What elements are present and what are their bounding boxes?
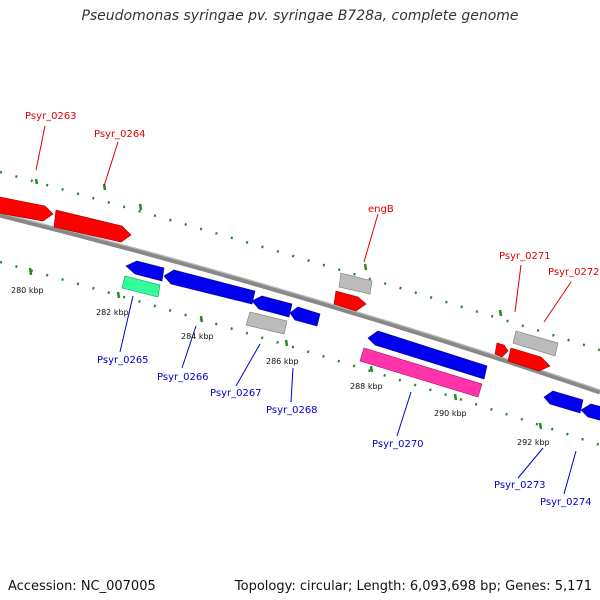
gene-psyr-0272-b[interactable] <box>507 347 551 372</box>
gene-psyr-0266[interactable] <box>163 269 256 305</box>
gene-engb-reverse[interactable] <box>338 272 373 295</box>
label-psyr-0272[interactable]: Psyr_0272 <box>548 267 600 278</box>
forward-genes <box>0 196 559 372</box>
scale-label-288: 288 kbp <box>350 382 383 391</box>
scale-label-286: 286 kbp <box>266 357 299 366</box>
label-psyr-0267[interactable]: Psyr_0267 <box>210 388 262 399</box>
gene-psyr-0267-a[interactable] <box>251 295 293 318</box>
scale-label-290: 290 kbp <box>434 409 467 418</box>
gene-psyr-0265-a[interactable] <box>125 260 165 282</box>
leader-lines <box>35 125 577 495</box>
gene-psyr-0270-b[interactable] <box>359 347 483 398</box>
scale-label-280: 280 kbp <box>11 286 44 295</box>
label-psyr-0265[interactable]: Psyr_0265 <box>97 355 149 366</box>
gene-psyr-0273[interactable] <box>543 390 584 414</box>
label-psyr-0270[interactable]: Psyr_0270 <box>372 439 424 450</box>
genome-title: Pseudomonas syringae pv. syringae B728a,… <box>81 8 519 24</box>
reverse-genes <box>121 260 600 421</box>
genome-summary-text: Topology: circular; Length: 6,093,698 bp… <box>234 579 592 594</box>
label-psyr-0273[interactable]: Psyr_0273 <box>494 480 546 491</box>
gene-psyr-0270-a[interactable] <box>367 330 488 380</box>
label-psyr-0274[interactable]: Psyr_0274 <box>540 497 592 508</box>
label-psyr-0271[interactable]: Psyr_0271 <box>499 251 551 262</box>
label-psyr-0263[interactable]: Psyr_0263 <box>25 111 77 122</box>
accession-text: Accession: NC_007005 <box>8 579 156 594</box>
outer-major-ticks <box>34 178 503 317</box>
gene-engb[interactable] <box>333 290 367 312</box>
gene-psyr-0271[interactable] <box>494 342 509 358</box>
scale-label-282: 282 kbp <box>96 308 129 317</box>
gene-psyr-0263[interactable] <box>0 196 54 222</box>
gene-psyr-0268[interactable] <box>289 306 321 327</box>
gene-psyr-0274[interactable] <box>580 403 600 421</box>
gene-psyr-0272-a[interactable] <box>512 330 559 357</box>
scale-label-292: 292 kbp <box>517 438 550 447</box>
inner-major-ticks <box>28 267 543 430</box>
scale-label-284: 284 kbp <box>181 332 214 341</box>
label-psyr-0264[interactable]: Psyr_0264 <box>94 129 146 140</box>
gene-psyr-0264[interactable] <box>53 209 132 243</box>
gene-psyr-0267-b[interactable] <box>245 311 288 335</box>
label-psyr-0268[interactable]: Psyr_0268 <box>266 405 318 416</box>
gene-psyr-0265-b[interactable] <box>121 275 161 298</box>
genome-backbone <box>0 212 600 395</box>
label-psyr-0266[interactable]: Psyr_0266 <box>157 372 209 383</box>
label-engb[interactable]: engB <box>368 204 394 215</box>
